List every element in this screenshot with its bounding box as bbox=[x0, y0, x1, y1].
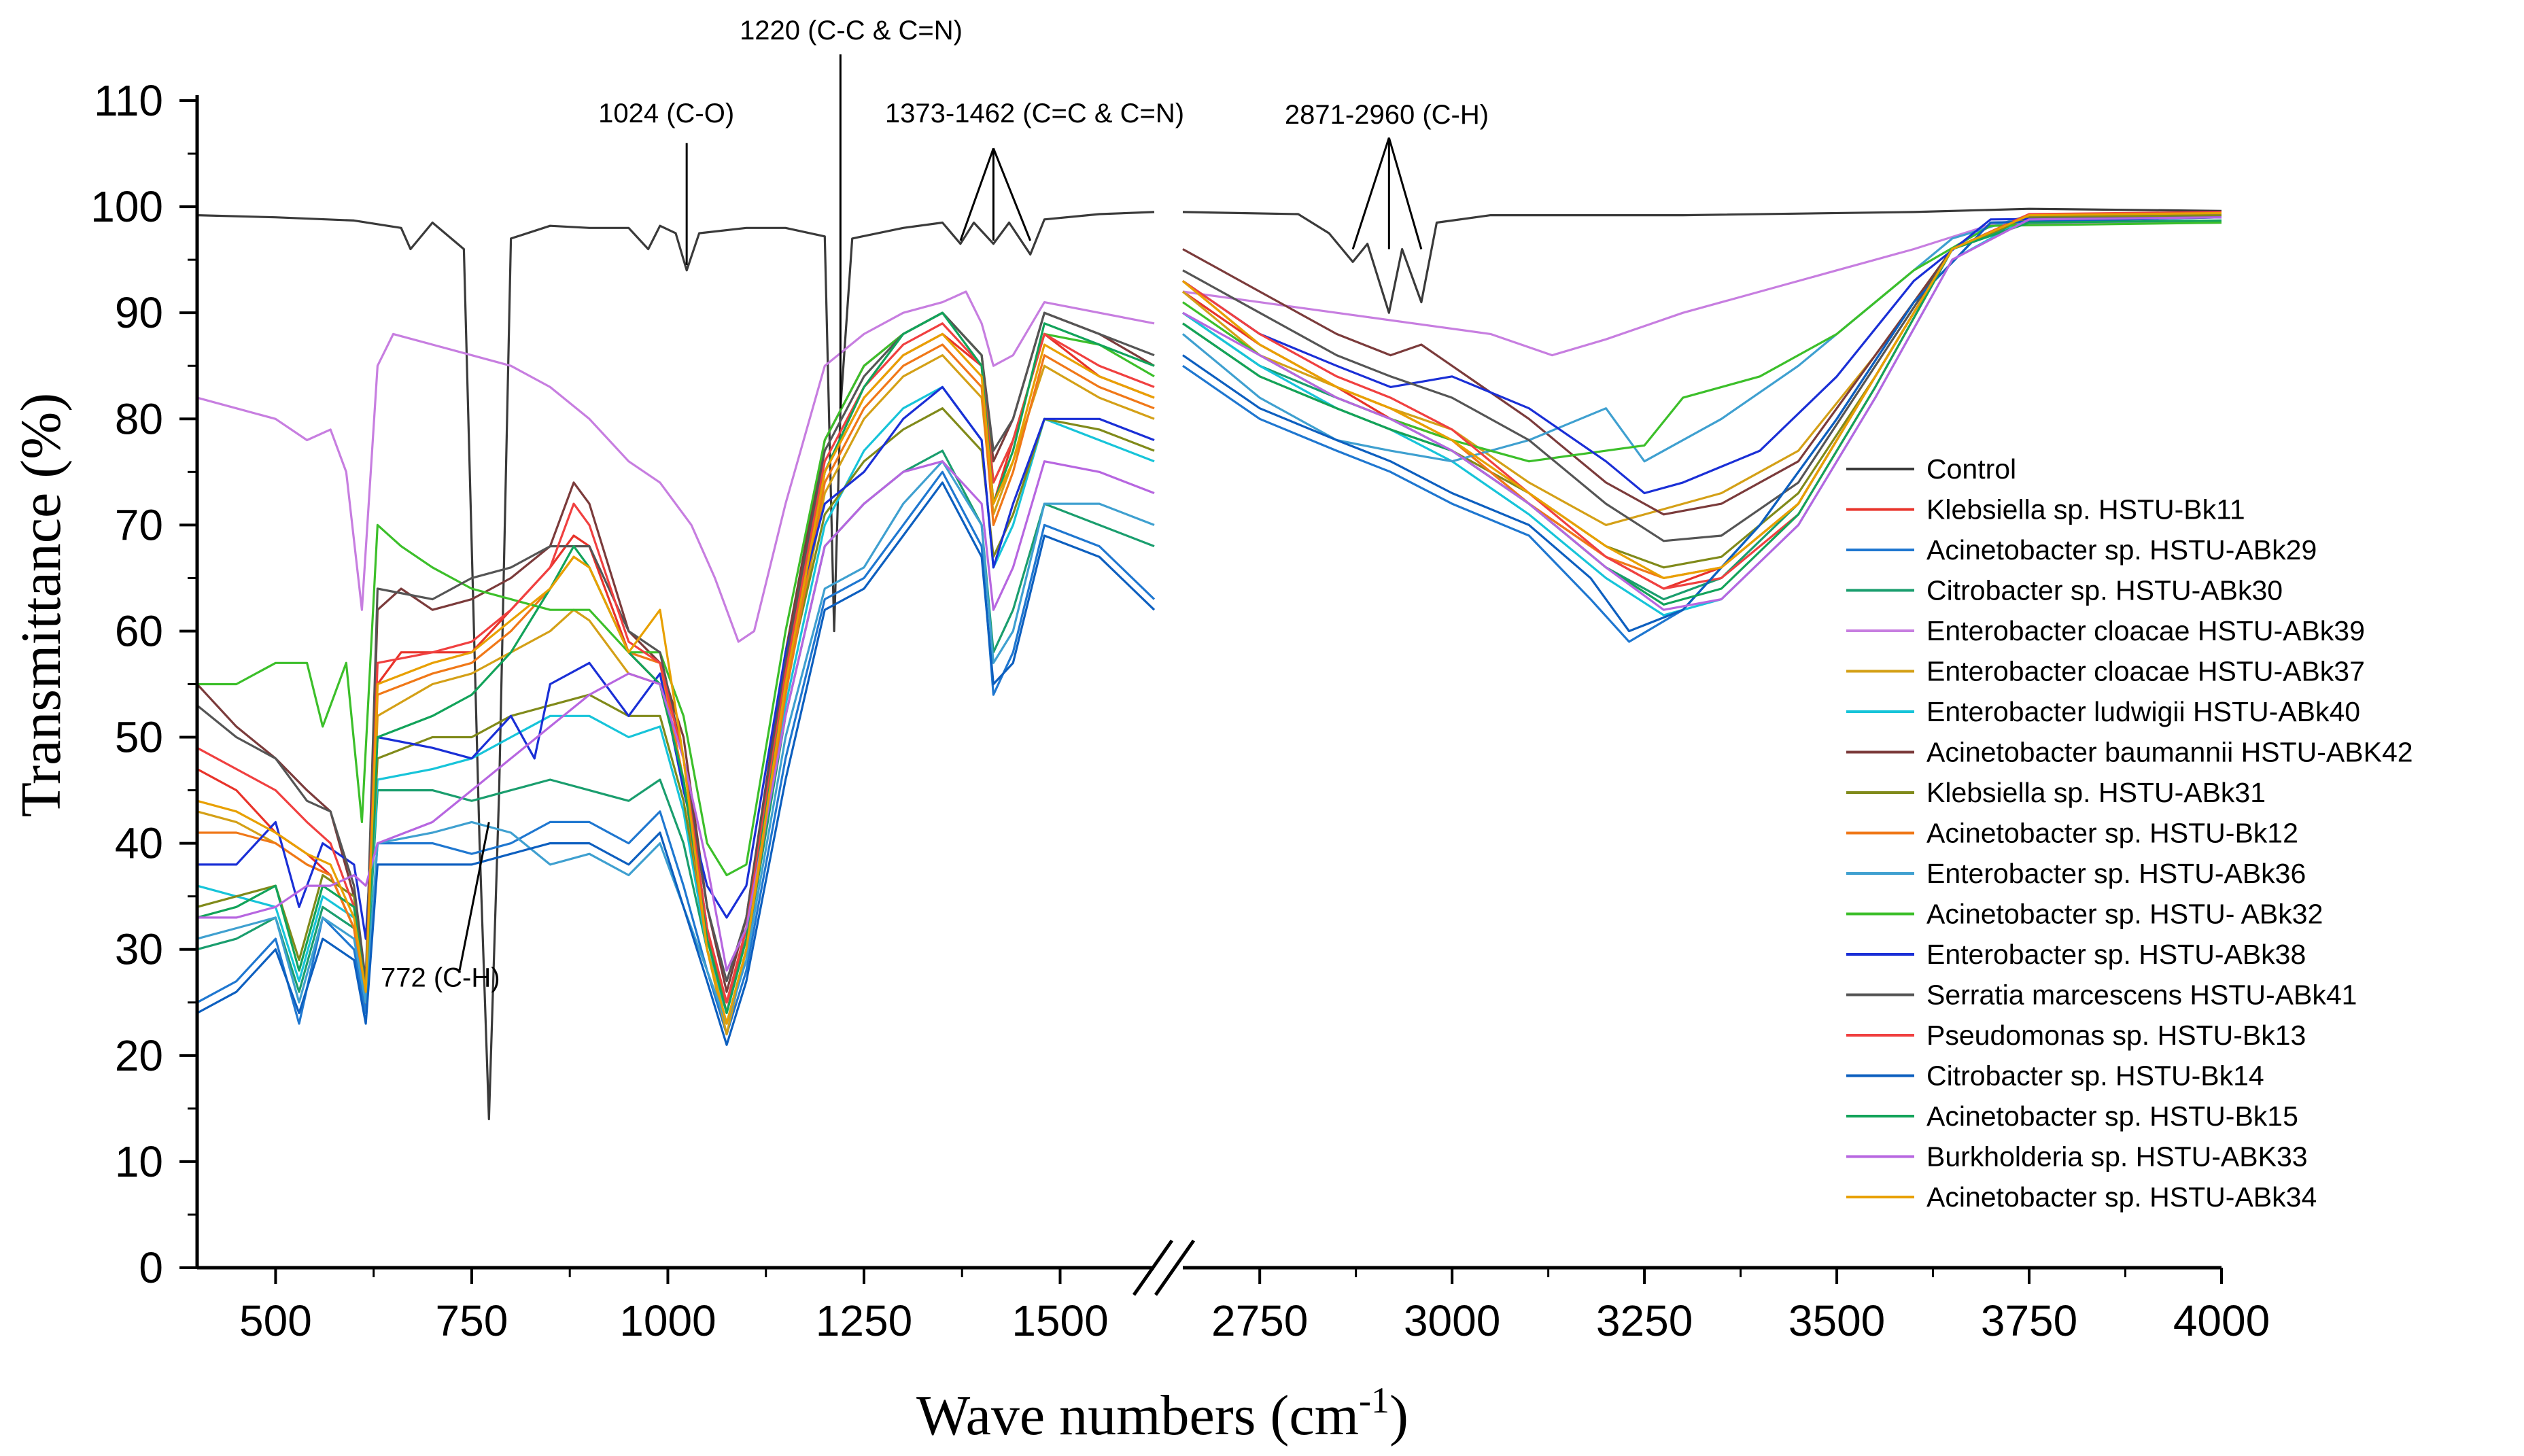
legend-label-14: Serratia marcescens HSTU-ABk41 bbox=[1926, 980, 2357, 1011]
legend-label-19: Acinetobacter sp. HSTU-ABk34 bbox=[1926, 1181, 2317, 1213]
legend-label-9: Klebsiella sp. HSTU-ABk31 bbox=[1926, 777, 2266, 808]
x-tick-label-500: 500 bbox=[239, 1296, 312, 1345]
legend-label-7: Enterobacter ludwigii HSTU-ABk40 bbox=[1926, 696, 2360, 727]
x-tick-label-3500: 3500 bbox=[1788, 1296, 1885, 1345]
y-tick-label-20: 20 bbox=[115, 1031, 163, 1080]
legend-label-2: Klebsiella sp. HSTU-Bk11 bbox=[1926, 494, 2245, 525]
legend-label-10: Acinetobacter sp. HSTU-Bk12 bbox=[1926, 818, 2298, 849]
x-axis-title-base: Wave numbers (cm bbox=[916, 1384, 1359, 1447]
annot-pointer-2871-2960-3 bbox=[1387, 137, 1423, 249]
y-tick-label-60: 60 bbox=[115, 606, 163, 655]
series-line-15-high bbox=[1182, 211, 2222, 590]
series-line-11-high bbox=[1181, 211, 2222, 463]
annotations-layer: 772 (C-H) 1024 (C-O) 1220 (C-C & C=N) 1373-… bbox=[381, 16, 1489, 992]
series-line-14-low bbox=[196, 311, 1155, 983]
x-tick-label-3750: 3750 bbox=[1981, 1296, 2077, 1345]
series-line-8-high bbox=[1182, 211, 2222, 516]
x-tick-label-4000: 4000 bbox=[2173, 1296, 2270, 1345]
annot-label-1373-1462: 1373-1462 (C=C & C=N) bbox=[885, 99, 1184, 128]
x-tick-label-1250: 1250 bbox=[816, 1296, 912, 1345]
x-tick-label-1000: 1000 bbox=[619, 1296, 716, 1345]
annot-pointer-1373-1462-1 bbox=[959, 148, 995, 241]
series-line-18-low bbox=[197, 460, 1155, 972]
legend-label-18: Burkholderia sp. HSTU-ABK33 bbox=[1926, 1141, 2308, 1173]
legend-label-6: Enterobacter cloacae HSTU-ABk37 bbox=[1926, 656, 2365, 687]
series-line-11-low bbox=[196, 460, 1155, 1025]
y-tick-label-40: 40 bbox=[115, 819, 163, 868]
series-line-13-low bbox=[197, 385, 1155, 940]
series-line-5-low bbox=[196, 290, 1155, 643]
legend: Control Klebsiella sp. HSTU-Bk11 Acinetoba… bbox=[1846, 453, 2413, 1213]
legend-label-4: Citrobacter sp. HSTU-ABk30 bbox=[1926, 575, 2283, 606]
series-line-1-low bbox=[196, 211, 1155, 1121]
axis-break-mark-2 bbox=[1154, 1239, 1196, 1296]
series-line-19-low bbox=[196, 332, 1155, 1025]
x-tick-label-3000: 3000 bbox=[1404, 1296, 1500, 1345]
x-axis-title-tail: ) bbox=[1389, 1384, 1408, 1447]
series-line-16-low bbox=[196, 481, 1156, 1046]
x-tick-label-750: 750 bbox=[436, 1296, 508, 1345]
series-line-12-low bbox=[197, 311, 1155, 877]
y-tick-label-90: 90 bbox=[115, 288, 163, 337]
series-line-18-high bbox=[1182, 216, 2222, 611]
legend-label-1: Control bbox=[1926, 453, 2016, 485]
annot-pointer-2871-2960-1 bbox=[1351, 137, 1390, 249]
y-tick-label-100: 100 bbox=[90, 182, 163, 231]
annot-label-1220: 1220 (C-C & C=N) bbox=[740, 16, 963, 46]
series-line-2-low bbox=[196, 332, 1155, 1015]
series-line-19-high bbox=[1181, 211, 2222, 580]
y-tick-label-110: 110 bbox=[94, 76, 163, 125]
y-axis-title: Transmittance (%) bbox=[10, 393, 73, 817]
x-tick-label-3250: 3250 bbox=[1596, 1296, 1693, 1345]
y-tick-label-80: 80 bbox=[115, 394, 163, 443]
axes-layer: 0 10 20 30 40 50 60 70 80 90 100 110 500 750 1000 1250 1… bbox=[90, 76, 2270, 1345]
series-line-2-high bbox=[1182, 211, 2222, 590]
series-line-16-high bbox=[1182, 216, 2222, 633]
legend-label-8: Acinetobacter baumannii HSTU-ABK42 bbox=[1926, 737, 2413, 768]
y-tick-label-10: 10 bbox=[115, 1137, 163, 1186]
legend-label-17: Acinetobacter sp. HSTU-Bk15 bbox=[1926, 1100, 2298, 1132]
legend-label-11: Enterobacter sp. HSTU-ABk36 bbox=[1926, 858, 2306, 889]
legend-label-3: Acinetobacter sp. HSTU-ABk29 bbox=[1926, 534, 2317, 566]
y-tick-label-0: 0 bbox=[139, 1243, 163, 1292]
legend-label-15: Pseudomonas sp. HSTU-Bk13 bbox=[1926, 1020, 2306, 1051]
annot-label-2871-2960: 2871-2960 (C-H) bbox=[1285, 100, 1489, 130]
y-tick-label-30: 30 bbox=[115, 925, 163, 974]
series-line-6-high bbox=[1181, 214, 2222, 527]
x-tick-label-2750: 2750 bbox=[1211, 1296, 1308, 1345]
legend-label-13: Enterobacter sp. HSTU-ABk38 bbox=[1926, 939, 2306, 970]
x-tick-label-1500: 1500 bbox=[1012, 1296, 1108, 1345]
series-layer bbox=[196, 207, 2222, 1121]
annot-label-1024: 1024 (C-O) bbox=[598, 99, 734, 128]
y-tick-label-50: 50 bbox=[115, 713, 163, 762]
series-line-5-high bbox=[1182, 221, 2222, 357]
annot-pointer-772 bbox=[458, 822, 490, 971]
legend-label-12: Acinetobacter sp. HSTU- ABk32 bbox=[1926, 899, 2323, 930]
series-line-12-high bbox=[1182, 221, 2222, 463]
series-line-13-high bbox=[1182, 216, 2222, 495]
x-axis-title-sup: -1 bbox=[1359, 1380, 1389, 1421]
axis-break-mark-1 bbox=[1132, 1239, 1174, 1296]
series-line-1-high bbox=[1182, 207, 2222, 314]
y-tick-label-70: 70 bbox=[115, 500, 163, 549]
x-axis-title: Wave numbers (cm-1) bbox=[916, 1380, 1408, 1447]
legend-label-16: Citrobacter sp. HSTU-Bk14 bbox=[1926, 1060, 2264, 1092]
annot-pointer-1373-1462-3 bbox=[992, 148, 1032, 241]
annot-label-772: 772 (C-H) bbox=[381, 963, 500, 992]
legend-label-5: Enterobacter cloacae HSTU-ABk39 bbox=[1926, 615, 2365, 646]
